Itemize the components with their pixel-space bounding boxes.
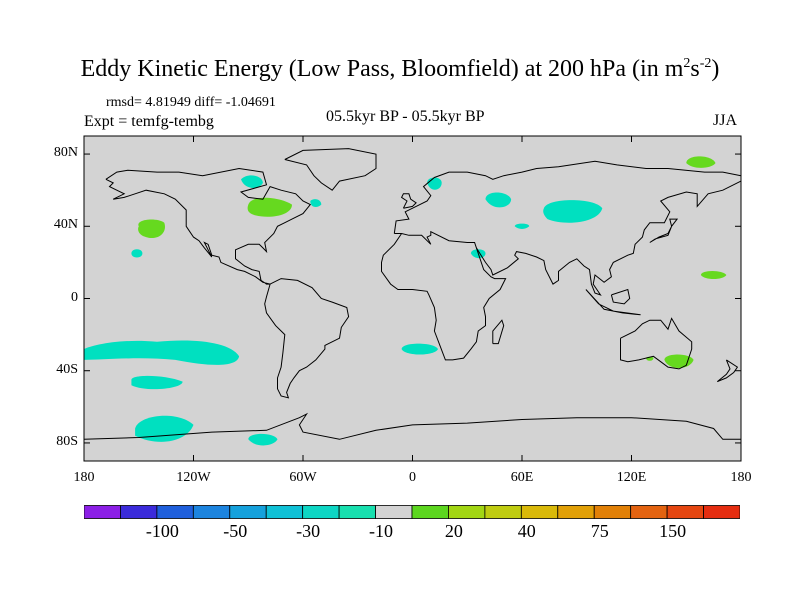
lon-label: 60E [510, 470, 534, 485]
lat-label: 80N [53, 145, 78, 161]
anomaly-layer [84, 156, 727, 446]
coastline [381, 233, 507, 361]
colorbar-swatch [520, 505, 559, 519]
lon-label: 0 [409, 470, 416, 485]
lon-label: 180 [730, 470, 752, 485]
stats-label: rmsd= 4.81949 diff= -1.04691 [106, 95, 276, 110]
colorbar-label: 40 [517, 521, 536, 541]
lat-label: 80S [56, 433, 78, 449]
colorbar-swatch [192, 505, 231, 519]
anomaly-patch [138, 219, 166, 239]
anomaly-patch [241, 175, 263, 188]
anomaly-patch [135, 415, 194, 442]
anomaly-patch [84, 340, 240, 365]
coastline [716, 359, 739, 383]
anomaly-patch [248, 433, 278, 446]
season-label: JJA [713, 112, 738, 129]
map-background [84, 136, 741, 461]
coastline [394, 180, 742, 296]
coastline [610, 288, 631, 305]
colorbar-swatch [666, 505, 704, 519]
colorbar-swatch [229, 505, 267, 519]
anomaly-patch [485, 192, 512, 208]
anomaly-patch [514, 223, 530, 229]
coastlines [83, 148, 742, 440]
colorbar-swatch [302, 505, 340, 519]
lat-label: 40N [53, 217, 78, 233]
colorbar-swatch [411, 505, 449, 519]
lon-label: 60W [289, 470, 317, 485]
colorbar-label: 150 [659, 521, 687, 541]
anomaly-patch [686, 156, 716, 168]
colorbar-label: -100 [145, 521, 179, 541]
coastline [400, 193, 417, 209]
page-title: Eddy Kinetic Energy (Low Pass, Bloomfiel… [80, 56, 720, 82]
anomaly-patch [131, 249, 143, 258]
colorbar-swatch [120, 505, 158, 519]
coastline [284, 148, 377, 191]
coastline [620, 317, 693, 370]
experiment-label: Expt = temfg-tembg [84, 113, 214, 130]
coastline [649, 218, 679, 243]
colorbar-swatch [703, 505, 740, 519]
colorbar-label: -10 [369, 521, 394, 541]
anomaly-patch [700, 270, 727, 280]
colorbar-swatch [265, 505, 304, 519]
colorbar-swatch [484, 505, 522, 519]
anomaly-patch [543, 200, 603, 223]
anomaly-patch [131, 375, 183, 390]
colorbar-swatch [375, 505, 413, 519]
coastline [264, 278, 350, 399]
coastline [393, 160, 742, 234]
colorbar-swatch [156, 505, 194, 519]
colorbar-swatch [338, 505, 376, 519]
coastline [492, 319, 505, 345]
colorbar-swatch [557, 505, 595, 519]
colorbar-label: -30 [296, 521, 321, 541]
lon-label: 120E [616, 470, 647, 485]
coastline [83, 412, 741, 440]
colorbar-label: 75 [590, 521, 609, 541]
colorbar-swatch [630, 505, 668, 519]
colorbar-swatch [448, 505, 486, 519]
colorbar-label: 20 [444, 521, 463, 541]
anomaly-patch [401, 343, 438, 355]
colorbar-swatch [84, 505, 121, 519]
lat-label: 40S [56, 361, 78, 377]
lon-label: 120W [176, 470, 211, 485]
coastline [105, 167, 312, 285]
lon-label: 180 [73, 470, 95, 485]
colorbar-swatch [593, 505, 632, 519]
anomaly-patch [247, 197, 292, 217]
coastline [585, 289, 641, 316]
lat-label: 0 [71, 289, 78, 305]
colorbar [84, 505, 740, 519]
anomaly-patch [310, 199, 322, 207]
period-label: 05.5kyr BP - 05.5kyr BP [326, 108, 485, 125]
colorbar-label: -50 [223, 521, 248, 541]
